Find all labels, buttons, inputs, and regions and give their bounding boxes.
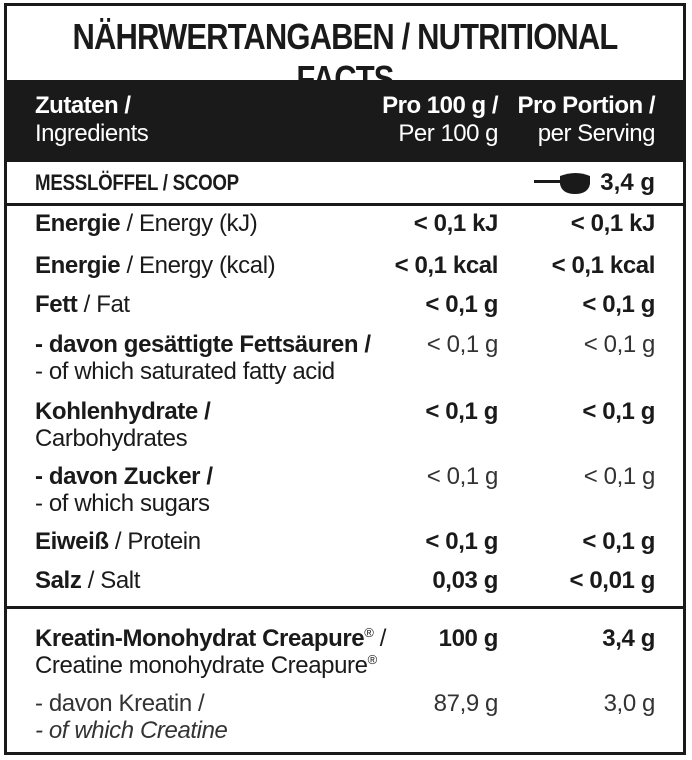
row-name-de: Fett [35,291,78,318]
row-portion: < 0,1 kJ [570,210,656,237]
row-portion: < 0,1 g [582,398,655,425]
row-per100: 0,03 g [432,567,498,594]
row-portion: < 0,01 g [569,567,655,594]
row-name-slash: / [373,625,387,652]
row-per100: < 0,1 kcal [394,252,499,279]
row-name-en: - of which sugars [35,490,210,517]
row-per100: 100 g [438,625,499,652]
header-per-100: Pro 100 g / Per 100 g [382,92,498,148]
scoop-value: 3,4 g [600,169,655,196]
scoop-icon [534,173,590,194]
row-per100: < 0,1 g [426,463,499,490]
row-portion: < 0,1 g [583,463,656,490]
registered-mark: ® [367,652,378,667]
row-portion: 3,0 g [603,690,656,717]
row-per100: < 0,1 g [425,398,498,425]
row-name: Eiweiß / Protein [35,528,435,555]
row-name-de: - davon Zucker / [35,463,213,490]
row-name: - davon Zucker / - of which sugars [35,463,435,517]
header-per-portion: Pro Portion / per Serving [518,92,656,148]
scoop-label: MESSLÖFFEL / SCOOP [35,170,239,195]
row-name-en: / Salt [81,567,141,594]
row-name-de: Eiweiß [35,528,109,555]
row-name: Fett / Fat [35,291,435,318]
row-portion: < 0,1 g [583,331,656,358]
row-portion: < 0,1 g [582,528,655,555]
header-ingredients-en: Ingredients [35,120,149,147]
row-name-de: Energie [35,210,121,237]
row-portion: 3,4 g [602,625,655,652]
row-name: Kohlenhydrate / Carbohydrates [35,398,435,452]
nutrition-label: NÄHRWERTANGABEN / NUTRITIONAL FACTS Zuta… [4,3,686,755]
row-name-de: Kohlenhydrate / [35,398,211,425]
row-per100: < 0,1 g [425,291,498,318]
row-name-en: / Energy (kJ) [120,210,258,237]
header-per-100-en: Per 100 g [398,120,498,147]
table-header: Zutaten / Ingredients Pro 100 g / Per 10… [7,80,683,162]
row-per100: 87,9 g [433,690,499,717]
row-name-de: - davon gesättigte Fettsäuren / [35,331,371,358]
row-name: - davon gesättigte Fettsäuren / - of whi… [35,331,435,385]
row-name-en: / Fat [77,291,130,318]
row-name: Salz / Salt [35,567,435,594]
row-name-en: / Protein [108,528,201,555]
row-name: - davon Kreatin / - of which Creatine [35,690,435,744]
registered-mark: ® [364,625,374,640]
scoop-row: MESSLÖFFEL / SCOOP 3,4 g [7,162,683,206]
row-portion: < 0,1 kcal [551,252,656,279]
page-title: NÄHRWERTANGABEN / NUTRITIONAL FACTS [72,16,619,99]
header-per-portion-de: Pro Portion / [517,92,656,119]
row-name-en: Carbohydrates [35,425,188,452]
row-portion: < 0,1 g [582,291,655,318]
row-name: Energie / Energy (kcal) [35,252,435,279]
header-ingredients-de: Zutaten / [35,92,131,119]
row-name-de: Salz [35,567,82,594]
row-name-en: / Energy (kcal) [120,252,276,279]
row-per100: < 0,1 g [426,331,499,358]
row-name: Energie / Energy (kJ) [35,210,435,237]
header-per-portion-en: per Serving [537,120,656,147]
row-name: Kreatin-Monohydrat Creapure® / Creatine … [35,625,455,679]
row-name-en: - of which Creatine [35,717,228,744]
header-ingredients: Zutaten / Ingredients [35,92,149,148]
row-name-en: - of which saturated fatty acid [35,358,335,385]
row-name-de: - davon Kreatin / [35,690,205,717]
row-name-en: Creatine monohydrate Creapure [35,652,368,679]
row-name-de: Kreatin-Monohydrat Creapure [35,625,365,652]
row-per100: < 0,1 kJ [413,210,499,237]
header-per-100-de: Pro 100 g / [382,92,498,119]
row-name-de: Energie [35,252,121,279]
section-divider [7,606,683,609]
row-per100: < 0,1 g [425,528,498,555]
